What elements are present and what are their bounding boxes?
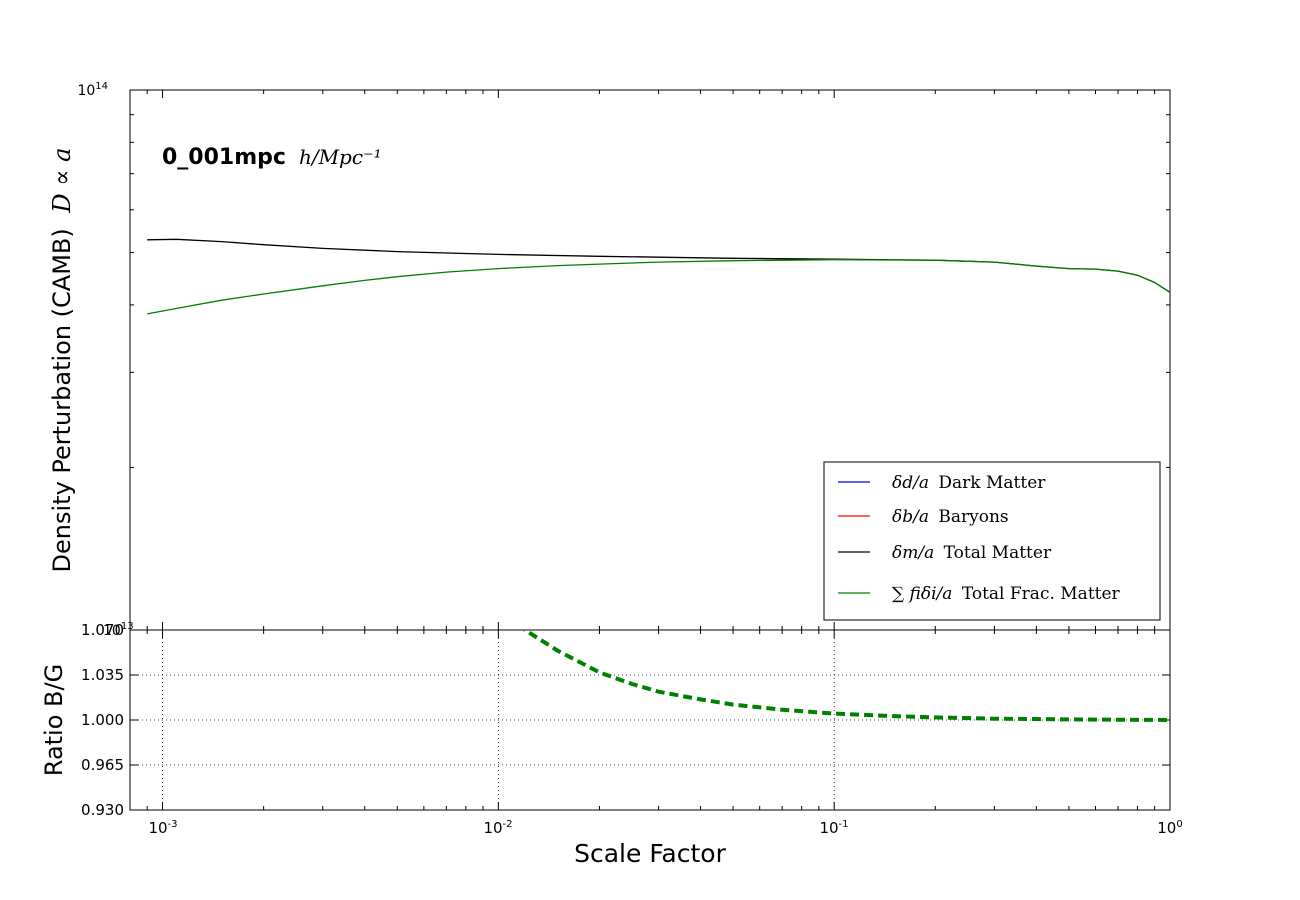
legend-entry-baryons: δb/a Baryons: [838, 507, 1009, 527]
top-ytick-exp: 14: [95, 81, 108, 92]
bottom-y-axis-label: Ratio B/G: [40, 664, 68, 776]
legend-math-total-matter: δm/a: [892, 543, 934, 563]
xtick-label-1e-2: 10-2: [483, 819, 512, 837]
ytick-label-0965: 0.965: [81, 756, 124, 774]
top-series-lines: [147, 238, 1171, 315]
bottom-grid: [130, 630, 1170, 810]
bottom-x-ticks: [129, 630, 1171, 810]
overlap-tick-base: 10: [103, 623, 121, 639]
legend-entry-dark-matter: δd/a Dark Matter: [838, 473, 1046, 493]
xtick-base-1e-3: 10: [148, 819, 167, 837]
legend-label-baryons: δb/a Baryons: [892, 507, 1009, 527]
top-y-axis-label-text: Density Perturbation (CAMB): [48, 228, 76, 572]
legend-math-dark-matter: δd/a: [892, 473, 929, 493]
top-y-axis-label: Density Perturbation (CAMB) D ∝ a: [48, 148, 76, 573]
legend-box: [823, 461, 1161, 621]
panel-title: 0_001mpc h/Mpc⁻¹: [162, 145, 382, 170]
xtick-base-1e-2: 10: [483, 819, 502, 837]
legend-text-total-frac-matter: Total Frac. Matter: [962, 584, 1121, 604]
legend: δd/a Dark Matter δb/a Baryons δm/a Total…: [823, 461, 1161, 621]
legend-math-total-frac-matter: ∑ fiδi/a: [892, 584, 952, 604]
top-panel: 1014 0_001mpc h/Mpc⁻¹ Density Perturbati…: [48, 81, 1171, 631]
ytick-label-1000: 1.000: [81, 711, 124, 729]
legend-label-total-matter: δm/a Total Matter: [892, 543, 1052, 563]
legend-text-baryons: Baryons: [938, 507, 1008, 527]
ytick-label-1035: 1.035: [81, 666, 124, 684]
bottom-y-ticks: [130, 629, 1170, 811]
panel-title-math: h/Mpc⁻¹: [299, 145, 382, 169]
legend-entry-total-matter: δm/a Total Matter: [838, 543, 1052, 563]
overlap-tick-label: 1013: [103, 621, 134, 639]
series-line-ratio: [522, 630, 1170, 722]
legend-entry-total-frac-matter: ∑ fiδi/a Total Frac. Matter: [838, 584, 1121, 604]
xtick-exp-1e-1: -1: [839, 819, 849, 830]
legend-math-baryons: δb/a: [892, 507, 929, 527]
xtick-base-1e-1: 10: [819, 819, 838, 837]
xtick-exp-1e-2: -2: [503, 819, 513, 830]
xtick-exp-1e-3: -3: [168, 819, 178, 830]
top-x-ticks: [129, 90, 1171, 630]
top-y-axis-label-math: D ∝ a: [48, 148, 76, 214]
xtick-exp-1e0: 0: [1176, 819, 1182, 830]
panel-title-bold: 0_001mpc: [162, 145, 286, 170]
overlap-tick-exp: 13: [121, 621, 134, 632]
xtick-label-1e-3: 10-3: [148, 819, 177, 837]
x-axis-label: Scale Factor: [574, 839, 726, 868]
legend-label-total-frac-matter: ∑ fiδi/a Total Frac. Matter: [892, 584, 1121, 604]
top-ytick-label: 1014: [77, 81, 108, 99]
legend-text-total-matter: Total Matter: [944, 543, 1052, 563]
top-y-minor-ticks: [130, 114, 1170, 468]
top-ytick-base: 10: [77, 83, 95, 99]
bottom-panel: 1013 0.930 0.965 1.000 1.035 1.070 10-3 …: [40, 621, 1183, 868]
series-line-total-frac-matter: [147, 259, 1171, 315]
legend-label-dark-matter: δd/a Dark Matter: [892, 473, 1046, 493]
ytick-label-0930: 0.930: [81, 801, 124, 819]
legend-text-dark-matter: Dark Matter: [938, 473, 1046, 493]
xtick-label-1e0: 100: [1157, 819, 1182, 837]
ytick-label-1070: 1.070: [81, 621, 124, 639]
xtick-base-1e0: 10: [1157, 819, 1176, 837]
bottom-series-lines: [522, 630, 1170, 722]
xtick-label-1e-1: 10-1: [819, 819, 848, 837]
